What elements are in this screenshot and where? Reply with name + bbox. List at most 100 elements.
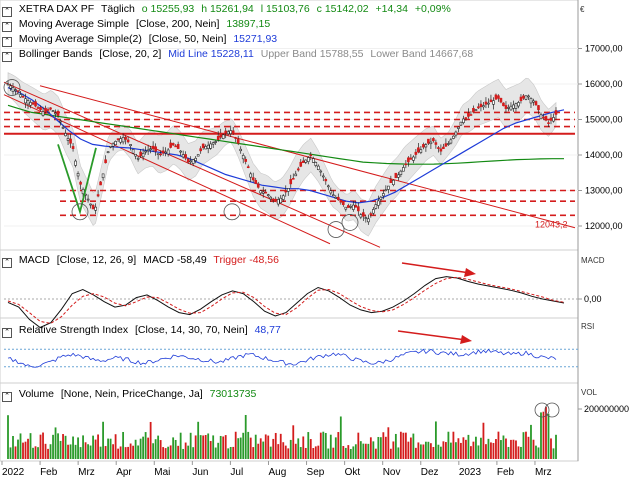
volume-bar <box>219 435 222 459</box>
volume-bar <box>184 442 187 459</box>
candle-body <box>299 161 303 167</box>
collapse-icon[interactable]: ⌃ <box>2 37 12 47</box>
candle-body <box>424 144 428 148</box>
candle-body <box>512 104 515 109</box>
candle-body <box>196 154 200 157</box>
volume-bar <box>377 436 380 459</box>
volume-bar <box>129 443 132 459</box>
volume-bar <box>172 437 175 459</box>
volume-bar <box>34 446 37 459</box>
volume-bar <box>117 448 120 459</box>
volume-bar <box>329 434 332 459</box>
volume-bar <box>475 436 477 459</box>
period-label: Täglich <box>100 3 135 15</box>
candle-body <box>347 205 350 208</box>
volume-bar <box>282 442 285 459</box>
candle-body <box>422 144 425 148</box>
collapse-icon[interactable]: ⌃ <box>2 7 12 17</box>
candle-body <box>104 159 107 164</box>
price-tick-label: 13000,00 <box>585 186 623 196</box>
collapse-icon[interactable]: ⌃ <box>2 258 12 268</box>
volume-bar <box>242 432 245 459</box>
candle-body <box>524 95 528 100</box>
sma200-params: [Close, 200, Nein] <box>135 18 220 30</box>
candle-body <box>359 214 363 218</box>
candle-body <box>419 149 423 153</box>
x-tick-label: Mrz <box>535 467 552 478</box>
candle-body <box>552 117 555 122</box>
volume-bar <box>39 434 42 459</box>
candle-body <box>109 145 112 148</box>
candle-body <box>164 151 167 154</box>
candle-body <box>194 157 197 161</box>
volume-bar <box>237 438 240 459</box>
candle-body <box>26 100 30 105</box>
volume-bar <box>374 448 377 459</box>
collapse-icon[interactable]: ⌃ <box>2 328 12 338</box>
candle-body <box>14 89 17 91</box>
candle-body <box>226 131 230 135</box>
collapse-icon[interactable]: ⌃ <box>2 392 12 402</box>
highlight-circle <box>327 221 345 238</box>
candle-body <box>534 101 538 106</box>
volume-bar <box>59 440 62 459</box>
volume-bar <box>455 442 457 459</box>
candle-body <box>44 107 47 112</box>
candle-body <box>39 106 42 111</box>
volume-bar <box>204 435 207 459</box>
volume-bar <box>512 439 515 459</box>
candle-body <box>274 198 278 201</box>
highlight-circle <box>3 79 21 96</box>
sma200-label: Moving Average Simple <box>18 18 130 30</box>
rsi-tag: RSI <box>581 322 595 331</box>
collapse-icon[interactable]: ⌃ <box>2 22 12 32</box>
rsi-params: [Close, 14, 30, 70, Nein] <box>135 324 248 336</box>
x-tick-label: 2022 <box>2 467 25 478</box>
candle-body <box>334 197 338 199</box>
candle-body <box>331 194 335 197</box>
candle-body <box>337 196 340 201</box>
volume-bar <box>252 447 255 459</box>
candle-body <box>414 151 418 155</box>
sma50-label: Moving Average Simple(2) <box>18 33 142 45</box>
candle-body <box>171 143 175 146</box>
candle-body <box>114 141 117 146</box>
candle-body <box>244 158 248 162</box>
candle-body <box>382 193 385 197</box>
volume-bar <box>207 433 210 459</box>
candle-body <box>477 106 480 109</box>
volume-bar <box>312 447 315 459</box>
candle-body <box>362 212 365 217</box>
close-value: c 15142,02 <box>316 3 369 15</box>
candle-body <box>106 151 110 153</box>
volume-bar <box>342 446 345 459</box>
candle-body <box>377 200 380 206</box>
candle-body <box>234 137 238 139</box>
volume-bar <box>189 432 192 459</box>
price-tick-label: 14000,00 <box>585 150 623 160</box>
volume-bar <box>52 434 54 459</box>
volume-bar <box>292 425 295 459</box>
volume-bar <box>164 448 167 459</box>
volume-bar <box>352 446 355 459</box>
volume-bar <box>84 442 87 459</box>
candle-body <box>389 179 393 184</box>
volume-bar <box>119 446 122 459</box>
volume-bar <box>344 447 347 459</box>
candle-body <box>96 194 100 197</box>
candle-body <box>214 141 217 143</box>
change-value: +14,34 <box>375 3 408 15</box>
candle-body <box>124 136 127 140</box>
collapse-icon[interactable]: ⌃ <box>2 52 12 62</box>
volume-bar <box>179 432 182 459</box>
candle-body <box>119 138 122 143</box>
candle-body <box>231 130 235 134</box>
x-tick-label: Sep <box>307 467 325 478</box>
candle-body <box>367 218 370 223</box>
candle-body <box>344 206 348 210</box>
volume-bar <box>392 441 395 459</box>
volume-bar <box>347 445 350 459</box>
volume-bar <box>162 447 165 459</box>
volume-bar <box>417 442 420 459</box>
candle-body <box>6 83 10 86</box>
